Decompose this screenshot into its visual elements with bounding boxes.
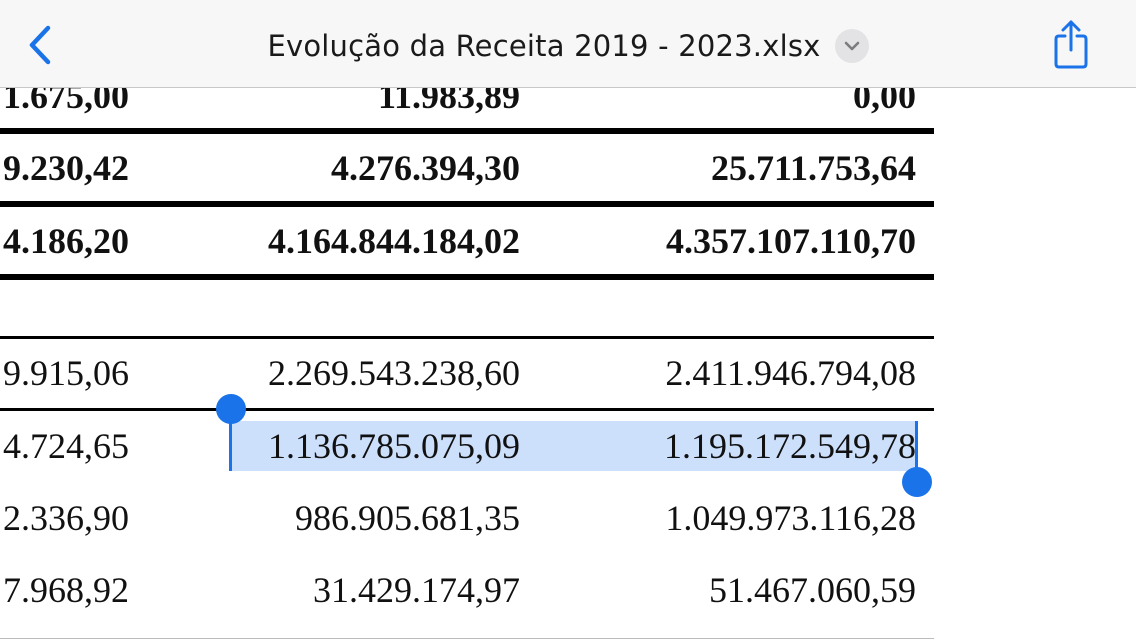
cell[interactable]: 2.336,90 bbox=[3, 498, 129, 538]
row-border bbox=[0, 201, 934, 207]
title-area: Evolução da Receita 2019 - 2023.xlsx bbox=[0, 24, 1136, 68]
share-button[interactable] bbox=[1046, 14, 1096, 74]
share-icon bbox=[1054, 20, 1088, 69]
row-border bbox=[0, 128, 934, 134]
cell[interactable]: 9.915,06 bbox=[3, 353, 129, 393]
table-row[interactable]: 2.336,90 986.905.681,35 1.049.973.116,28 bbox=[0, 488, 940, 548]
cell[interactable]: 31.429.174,97 bbox=[313, 570, 520, 610]
selection-start-caret bbox=[229, 421, 232, 471]
table-row[interactable]: 9.915,06 2.269.543.238,60 2.411.946.794,… bbox=[0, 343, 940, 403]
cell-selected[interactable]: 1.195.172.549,78 bbox=[664, 426, 916, 466]
cell-selection-highlight bbox=[231, 421, 917, 471]
navigation-bar: Evolução da Receita 2019 - 2023.xlsx bbox=[0, 0, 1136, 88]
cell[interactable]: 7.968,92 bbox=[3, 570, 129, 610]
cell[interactable]: 4.724,65 bbox=[3, 426, 129, 466]
spreadsheet-view[interactable]: 1.675,00 11.983,89 0,00 9.230,42 4.276.3… bbox=[0, 88, 1136, 640]
cell[interactable]: 4.276.394,30 bbox=[331, 148, 520, 188]
table-row[interactable]: 9.230,42 4.276.394,30 25.711.753,64 bbox=[0, 138, 940, 198]
row-border bbox=[0, 408, 934, 411]
cell[interactable]: 0,00 bbox=[853, 88, 916, 116]
table-row[interactable]: 4.186,20 4.164.844.184,02 4.357.107.110,… bbox=[0, 211, 940, 271]
selection-end-handle[interactable] bbox=[902, 467, 932, 497]
cell[interactable]: 11.983,89 bbox=[377, 88, 520, 116]
title-menu-button[interactable] bbox=[834, 29, 869, 63]
table-row-empty[interactable] bbox=[0, 280, 940, 340]
row-border bbox=[0, 274, 934, 280]
cell[interactable]: 4.357.107.110,70 bbox=[665, 221, 916, 261]
cell[interactable]: 4.186,20 bbox=[3, 221, 129, 261]
document-title[interactable]: Evolução da Receita 2019 - 2023.xlsx bbox=[267, 29, 821, 63]
chevron-left-icon bbox=[29, 25, 51, 65]
table-row[interactable]: 1.675,00 11.983,89 0,00 bbox=[0, 88, 940, 126]
selection-start-handle[interactable] bbox=[216, 394, 246, 424]
cell[interactable]: 4.164.844.184,02 bbox=[268, 221, 520, 261]
row-border bbox=[0, 638, 934, 639]
cell-selected[interactable]: 1.136.785.075,09 bbox=[268, 426, 520, 466]
row-border bbox=[0, 336, 934, 339]
cell[interactable]: 1.049.973.116,28 bbox=[665, 498, 916, 538]
cell[interactable]: 2.411.946.794,08 bbox=[665, 353, 916, 393]
cell[interactable]: 986.905.681,35 bbox=[295, 498, 520, 538]
back-button[interactable] bbox=[20, 20, 60, 70]
selection-end-caret bbox=[915, 421, 918, 471]
cell[interactable]: 2.269.543.238,60 bbox=[268, 353, 520, 393]
cell[interactable]: 25.711.753,64 bbox=[710, 148, 916, 188]
cell[interactable]: 1.675,00 bbox=[3, 88, 129, 116]
table-row[interactable]: 7.968,92 31.429.174,97 51.467.060,59 bbox=[0, 560, 940, 620]
table-row-selected[interactable]: 4.724,65 1.136.785.075,09 1.195.172.549,… bbox=[0, 416, 940, 476]
cell[interactable]: 51.467.060,59 bbox=[709, 570, 916, 610]
chevron-down-icon bbox=[844, 41, 859, 51]
cell[interactable]: 9.230,42 bbox=[3, 148, 129, 188]
